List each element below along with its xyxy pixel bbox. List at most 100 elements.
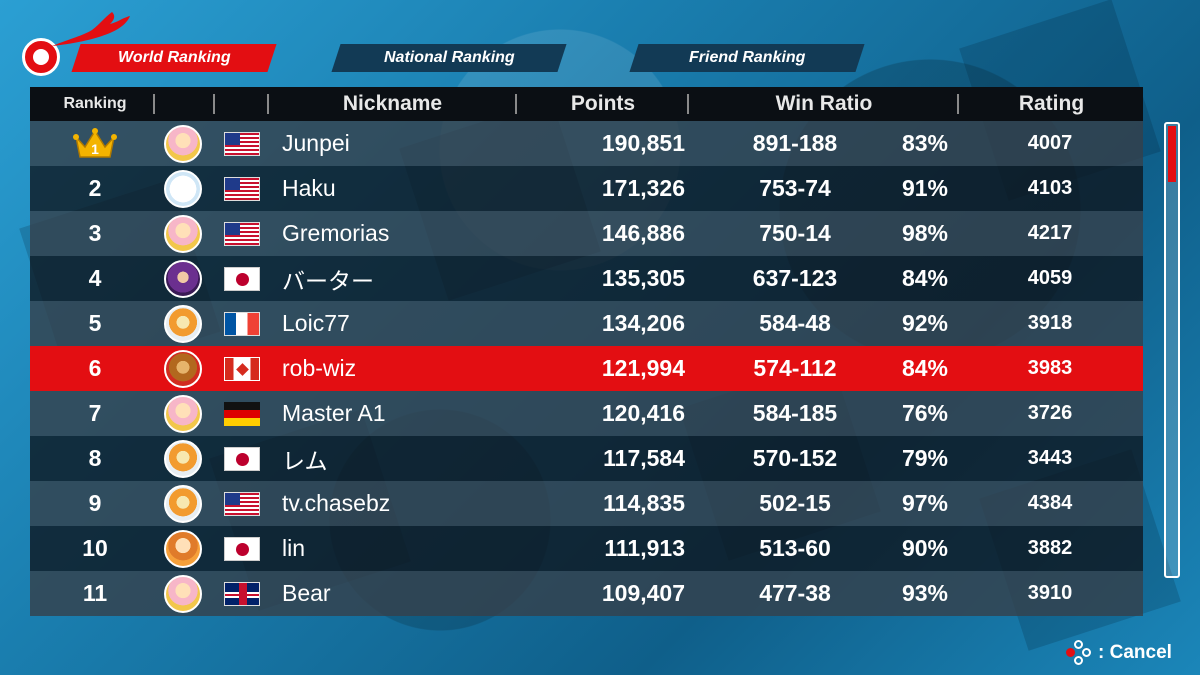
flag-cell [223,436,261,481]
rating-cell: 3983 [1027,357,1073,379]
points-cell: 109,407 [601,580,685,606]
avatar-cell [163,391,203,436]
table-row[interactable]: 9 tv.chasebz 114,835 502-15 97% 4384 [30,481,1143,526]
rating-cell: 3726 [1027,402,1073,424]
flag-icon [224,311,260,336]
rank-cell: 3 [88,220,102,246]
flag-icon [224,536,260,561]
buttons-icon [1066,640,1092,666]
rank-cell: 6 [88,355,102,381]
tab-label: Friend Ranking [688,49,806,66]
flame-icon [52,12,130,46]
cancel-hint[interactable]: : Cancel [1066,640,1172,666]
tab-national-ranking[interactable]: National Ranking [331,44,567,72]
avatar [164,169,202,208]
points-cell: 190,851 [601,130,685,156]
rating-cell: 4059 [1027,267,1073,289]
win-loss-cell: 570-152 [752,445,838,471]
crown-icon: 1 [73,127,117,158]
points-cell: 135,305 [601,265,685,291]
nickname-cell: Haku [282,175,336,201]
table-row[interactable]: 10 lin 111,913 513-60 90% 3882 [30,526,1143,571]
flag-cell [223,571,261,616]
flag-cell [223,526,261,571]
table-row[interactable]: 4 バーター 135,305 637-123 84% 4059 [30,256,1143,301]
win-percent-cell: 83% [901,130,948,156]
avatar-cell [163,526,203,571]
tab-label: National Ranking [383,49,515,66]
nickname-cell: Gremorias [282,220,390,246]
rank-cell: 10 [82,535,108,561]
nickname-cell: バーター [282,267,374,294]
avatar [164,304,202,343]
tab-friend-ranking[interactable]: Friend Ranking [629,44,865,72]
win-percent-cell: 98% [901,220,948,246]
flag-icon [224,221,260,246]
points-cell: 117,584 [603,445,685,471]
flag-icon [224,491,260,516]
tennis-ball-icon [22,38,60,76]
avatar-cell [163,256,203,301]
win-percent-cell: 93% [901,580,948,606]
table-row[interactable]: 8 レム 117,584 570-152 79% 3443 [30,436,1143,481]
avatar-cell [163,436,203,481]
nickname-cell: tv.chasebz [282,490,391,516]
win-loss-cell: 750-14 [759,220,831,246]
table-header: Ranking Nickname Points Win Ratio Rating [30,87,1143,121]
rank-cell: 7 [88,400,102,426]
points-cell: 121,994 [601,355,685,381]
win-percent-cell: 76% [901,400,948,426]
flag-icon [224,446,260,471]
column-points: Points [570,92,636,115]
avatar [164,349,202,388]
win-percent-cell: 90% [901,535,948,561]
flag-cell [223,481,261,526]
ranking-table: Ranking Nickname Points Win Ratio Rating… [30,87,1143,616]
flag-icon [224,176,260,201]
ranking-rows: 1 Junpei 190,851 891-188 83% 4007 2 Haku 171,326… [30,121,1143,616]
nickname-cell: lin [282,535,306,561]
win-percent-cell: 92% [901,310,948,336]
table-row[interactable]: 1 Junpei 190,851 891-188 83% 4007 [30,121,1143,166]
points-cell: 111,913 [604,535,685,561]
flag-cell [223,121,261,166]
table-row[interactable]: 5 Loic77 134,206 584-48 92% 3918 [30,301,1143,346]
avatar [164,259,202,298]
avatar-cell [163,211,203,256]
rank-cell: 4 [88,265,102,291]
flag-cell [223,211,261,256]
win-loss-cell: 584-185 [752,400,838,426]
rating-cell: 4103 [1027,177,1073,199]
table-row[interactable]: 3 Gremorias 146,886 750-14 98% 4217 [30,211,1143,256]
table-row[interactable]: 2 Haku 171,326 753-74 91% 4103 [30,166,1143,211]
points-cell: 146,886 [601,220,685,246]
rank-cell: 2 [88,175,102,201]
win-loss-cell: 502-15 [759,490,831,516]
rating-cell: 4384 [1027,492,1073,514]
win-loss-cell: 637-123 [752,265,838,291]
points-cell: 120,416 [601,400,685,426]
nickname-cell: レム [282,447,328,474]
tab-label: World Ranking [117,49,231,66]
avatar [164,124,202,163]
tab-world-ranking[interactable]: World Ranking [71,44,277,72]
rank-cell: 1 [30,121,160,166]
scrollbar-thumb[interactable] [1168,126,1176,182]
rank-cell: 11 [82,580,108,606]
flag-cell [223,166,261,211]
scrollbar[interactable] [1164,122,1180,578]
column-nickname: Nickname [342,92,443,115]
avatar [164,484,202,523]
flag-cell [223,391,261,436]
table-row[interactable]: 6 rob-wiz 121,994 574-112 84% 3983 [30,346,1143,391]
flag-icon [224,401,260,426]
rank-cell: 5 [88,310,102,336]
points-cell: 114,835 [603,490,685,516]
nickname-cell: rob-wiz [282,355,357,381]
win-percent-cell: 91% [901,175,948,201]
column-win-ratio: Win Ratio [775,92,873,115]
table-row[interactable]: 7 Master A1 120,416 584-185 76% 3726 [30,391,1143,436]
rating-cell: 4007 [1027,132,1073,154]
table-row[interactable]: 11 Bear 109,407 477-38 93% 3910 [30,571,1143,616]
nickname-cell: Master A1 [282,400,386,426]
